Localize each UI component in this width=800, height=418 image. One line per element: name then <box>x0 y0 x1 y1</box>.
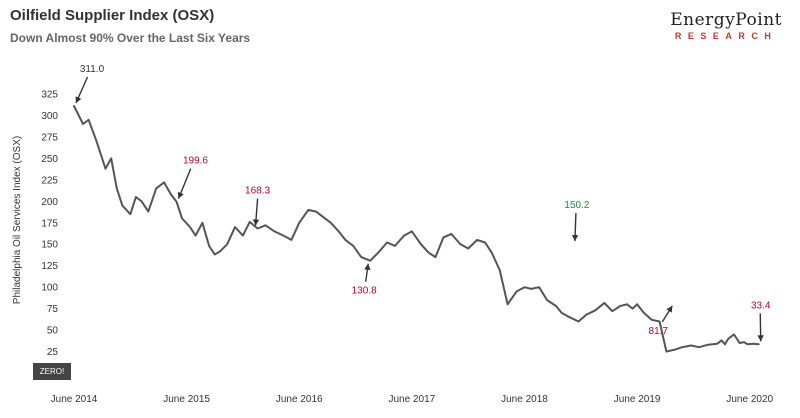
logo-sub-text: RESEARCH <box>674 31 778 41</box>
series-line <box>73 105 760 353</box>
annotation-arrow-head <box>364 263 371 271</box>
y-tick-label: 300 <box>41 111 58 122</box>
annotation-label: 33.4 <box>751 300 771 311</box>
chart-subtitle: Down Almost 90% Over the Last Six Years <box>10 31 251 45</box>
x-tick-label: June 2017 <box>389 394 436 405</box>
annotation-label: 199.6 <box>183 156 208 167</box>
annotation-arrow-head <box>252 219 260 226</box>
annotation-arrow-head <box>571 234 579 242</box>
chart-title: Oilfield Supplier Index (OSX) <box>10 7 215 24</box>
y-tick-label: 225 <box>41 175 58 186</box>
annotation-arrow-head <box>666 305 673 313</box>
logo-main-text: EnergyPoint <box>670 10 782 30</box>
y-tick-label: 75 <box>47 304 59 315</box>
y-axis-label: Philadelphia Oil Services Index (OSX) <box>12 136 23 304</box>
y-axis-ticks: 25 50 75 100 125 150 175 200 225 250 275 300 325 <box>41 90 58 359</box>
x-axis-ticks: June 2014 June 2015 June 2016 June 2017 June… <box>51 394 774 405</box>
x-tick-label: June 2016 <box>276 394 323 405</box>
annotation-arrow-head <box>75 96 82 104</box>
y-tick-label: 250 <box>41 154 58 165</box>
y-tick-label: 275 <box>41 132 58 143</box>
y-tick-label: 125 <box>41 261 58 272</box>
y-tick-label: 25 <box>47 347 59 358</box>
x-tick-label: June 2018 <box>501 394 548 405</box>
annotation-label: 168.3 <box>245 186 270 197</box>
y-tick-label: 325 <box>41 90 58 101</box>
annotations-group: 311.0 199.6 168.3 130.8 150.2 81.7 33.4 <box>75 64 771 342</box>
y-tick-label: 150 <box>41 240 58 251</box>
annotation-label: 311.0 <box>80 64 105 75</box>
annotation-label: 81.7 <box>649 326 669 337</box>
annotation-arrow-head <box>757 335 764 342</box>
y-tick-label: 50 <box>47 326 59 337</box>
energypoint-logo: EnergyPoint RESEARCH <box>670 10 782 41</box>
x-tick-label: June 2014 <box>51 394 98 405</box>
y-tick-label: 200 <box>41 197 58 208</box>
series-group <box>73 105 760 353</box>
x-tick-label: June 2019 <box>614 394 661 405</box>
zero-badge: ZERO! <box>33 363 71 380</box>
annotation-label: 130.8 <box>352 286 377 297</box>
annotation-label: 150.2 <box>564 200 589 211</box>
x-tick-label: June 2015 <box>163 394 210 405</box>
y-tick-label: 175 <box>41 218 58 229</box>
annotation-arrow-head <box>177 191 184 199</box>
x-tick-label: June 2020 <box>726 394 773 405</box>
y-tick-label: 100 <box>41 283 58 294</box>
